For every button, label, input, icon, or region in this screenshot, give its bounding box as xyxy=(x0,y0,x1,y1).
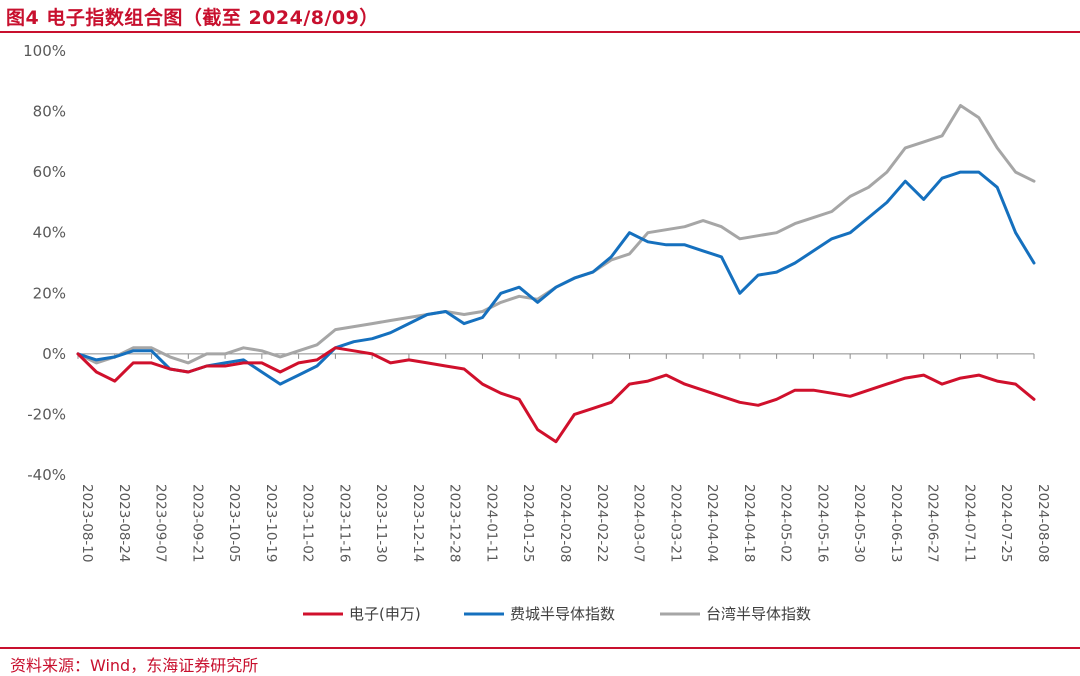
x-tick-label: 2024-02-22 xyxy=(594,484,610,562)
title-divider xyxy=(0,31,1080,33)
y-tick-label: 80% xyxy=(33,103,66,121)
x-tick-label: 2024-04-18 xyxy=(741,484,757,562)
x-tick-label: 2024-03-07 xyxy=(631,484,647,562)
x-tick-label: 2024-05-02 xyxy=(778,484,794,562)
x-tick-label: 2024-01-25 xyxy=(520,484,536,562)
x-tick-label: 2024-05-30 xyxy=(851,484,867,562)
x-tick-label: 2024-08-08 xyxy=(1035,484,1051,562)
series-line-0 xyxy=(76,346,1036,444)
x-tick-label: 2024-06-27 xyxy=(925,484,941,562)
y-tick-label: 60% xyxy=(33,163,66,181)
x-tick-label: 2023-12-28 xyxy=(447,484,463,562)
x-tick-label: 2024-07-25 xyxy=(998,484,1014,562)
source-divider xyxy=(0,647,1080,649)
series-line-1 xyxy=(76,170,1036,386)
legend: 电子(申万) 费城半导体指数 台湾半导体指数 xyxy=(303,605,811,623)
y-axis: -40% -20% 0% 20% 40% 60% 80% 100% xyxy=(23,42,66,484)
x-tick-label: 2024-05-16 xyxy=(814,484,830,562)
legend-label: 电子(申万) xyxy=(349,605,421,623)
y-tick-label: 40% xyxy=(33,224,66,242)
x-tick-label: 2023-10-19 xyxy=(263,484,279,562)
x-tick-label: 2023-11-16 xyxy=(336,484,352,562)
x-tick-label: 2024-06-13 xyxy=(888,484,904,562)
series-line-2 xyxy=(76,104,1036,365)
x-axis: 2023-08-10 2023-08-24 2023-09-07 2023-09-21… xyxy=(77,353,1051,562)
figure-title: 图4 电子指数组合图（截至 2024/8/09） xyxy=(6,7,379,29)
source-note: 资料来源：Wind，东海证券研究所 xyxy=(10,656,259,675)
y-tick-label: -40% xyxy=(27,466,66,484)
x-tick-label: 2023-08-24 xyxy=(116,484,132,562)
x-tick-label: 2024-04-04 xyxy=(704,484,720,562)
y-tick-label: 100% xyxy=(23,42,66,60)
x-tick-label: 2023-12-14 xyxy=(410,484,426,562)
y-tick-label: -20% xyxy=(27,405,66,423)
legend-label: 台湾半导体指数 xyxy=(706,605,811,623)
series-lines xyxy=(76,104,1036,444)
x-tick-label: 2024-01-11 xyxy=(483,484,499,562)
x-tick-label: 2023-11-30 xyxy=(373,484,389,562)
y-tick-label: 20% xyxy=(33,284,66,302)
x-tick-label: 2024-02-08 xyxy=(557,484,573,562)
line-chart: -40%-20%0%20%40%60%80%100% 2023-08-10 202… xyxy=(23,42,1051,623)
x-tick-label: 2023-10-05 xyxy=(226,484,242,562)
x-tick-label: 2023-09-07 xyxy=(153,484,169,562)
x-tick-label: 2024-03-21 xyxy=(667,484,683,562)
y-tick-label: 0% xyxy=(42,345,66,363)
x-tick-label: 2024-07-11 xyxy=(961,484,977,562)
legend-label: 费城半导体指数 xyxy=(510,605,615,623)
x-tick-label: 2023-08-10 xyxy=(79,484,95,562)
x-tick-label: 2023-09-21 xyxy=(189,484,205,562)
x-tick-label: 2023-11-02 xyxy=(300,484,316,562)
